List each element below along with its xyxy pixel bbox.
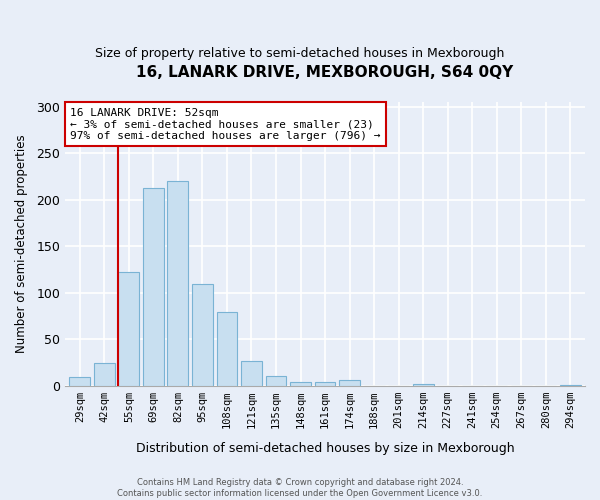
Text: Size of property relative to semi-detached houses in Mexborough: Size of property relative to semi-detach… [95, 48, 505, 60]
Title: 16, LANARK DRIVE, MEXBOROUGH, S64 0QY: 16, LANARK DRIVE, MEXBOROUGH, S64 0QY [136, 65, 514, 80]
Bar [413, 384, 434, 386]
Bar [167, 181, 188, 386]
Bar [241, 360, 262, 386]
Bar [266, 376, 286, 386]
Bar [192, 284, 213, 386]
Bar [339, 380, 360, 386]
Bar [143, 188, 164, 386]
Bar [94, 364, 115, 386]
Text: Contains HM Land Registry data © Crown copyright and database right 2024.
Contai: Contains HM Land Registry data © Crown c… [118, 478, 482, 498]
Bar [314, 382, 335, 386]
Bar [290, 382, 311, 386]
Bar [217, 312, 238, 386]
Bar [560, 385, 581, 386]
X-axis label: Distribution of semi-detached houses by size in Mexborough: Distribution of semi-detached houses by … [136, 442, 514, 455]
Text: 16 LANARK DRIVE: 52sqm
← 3% of semi-detached houses are smaller (23)
97% of semi: 16 LANARK DRIVE: 52sqm ← 3% of semi-deta… [70, 108, 381, 141]
Bar [70, 378, 90, 386]
Y-axis label: Number of semi-detached properties: Number of semi-detached properties [15, 134, 28, 353]
Bar [118, 272, 139, 386]
